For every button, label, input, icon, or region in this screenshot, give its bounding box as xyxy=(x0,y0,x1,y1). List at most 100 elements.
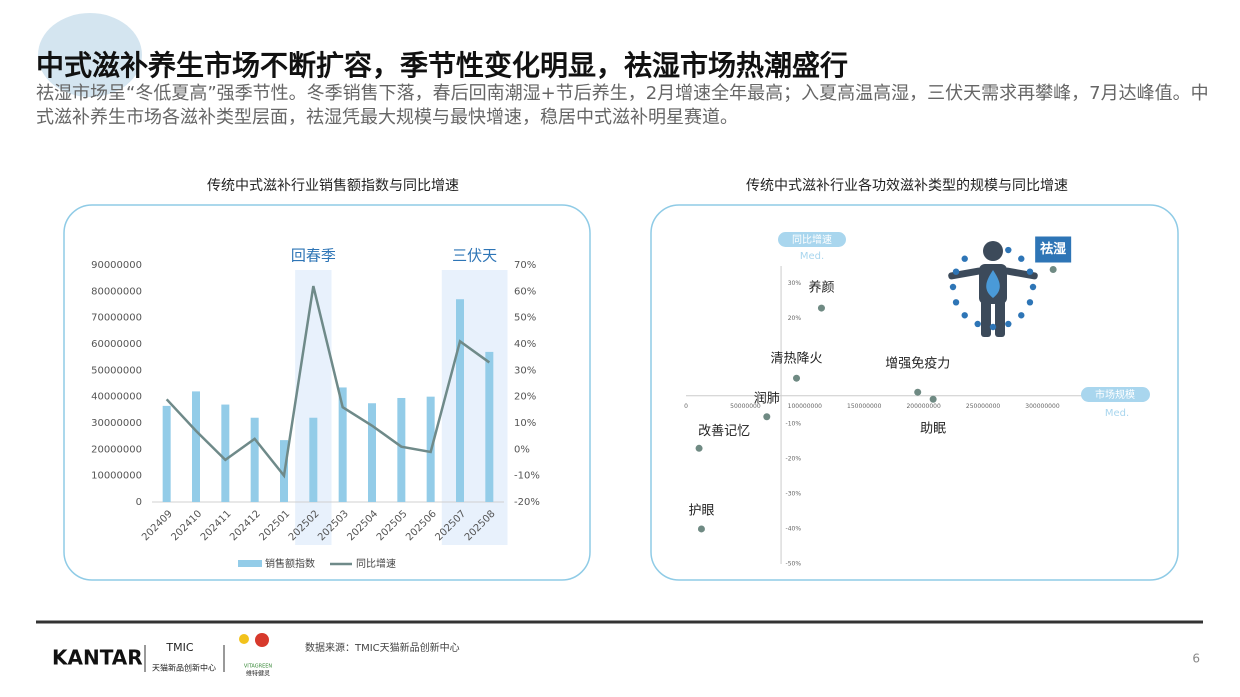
logo-deco xyxy=(255,633,269,647)
point-label: 养颜 xyxy=(808,280,834,296)
y2-tick-label: 0% xyxy=(514,444,530,455)
bar xyxy=(309,417,318,502)
x-tick-label: 202506 xyxy=(404,508,439,543)
logo-deco xyxy=(239,634,249,644)
y-tick-label: 70000000 xyxy=(91,313,142,324)
bar xyxy=(162,405,171,502)
point xyxy=(1049,266,1057,274)
y-tick-label: 10000000 xyxy=(91,471,142,482)
y-tick-label: 30% xyxy=(788,280,802,287)
point xyxy=(695,444,703,452)
y-tick-label: 50000000 xyxy=(91,365,142,376)
y-tick-label: -30% xyxy=(786,490,802,497)
highlight-band xyxy=(441,270,508,545)
median-label: Med. xyxy=(1105,408,1129,419)
y-tick-label: 60000000 xyxy=(91,339,142,350)
highlight-band xyxy=(295,270,332,545)
person-icon xyxy=(948,241,1038,337)
y-tick-label: -20% xyxy=(786,455,802,462)
point-label: 增强免疫力 xyxy=(885,356,950,372)
x-tick-label: 250000000 xyxy=(966,403,1001,410)
chart-title: 传统中式滋补行业各功效滋补类型的规模与同比增速 xyxy=(746,178,1068,194)
legend-label: 销售额指数 xyxy=(265,557,315,570)
y2-tick-label: 20% xyxy=(514,392,536,403)
point xyxy=(914,388,922,396)
chart-1: 回春季 三伏天 0 10000000 20000000 30000000 40000000 5… xyxy=(91,247,540,571)
y2-tick-label: 30% xyxy=(514,365,536,376)
y2-tick-label: -10% xyxy=(514,471,540,482)
dot-ring xyxy=(949,246,1037,331)
point xyxy=(763,413,771,421)
bar xyxy=(397,397,406,502)
source: 数据来源：TMIC天猫新品创新中心 xyxy=(305,641,460,654)
y2-tick-label: -20% xyxy=(514,497,540,508)
y-tick-label: 30000000 xyxy=(91,418,142,429)
x-tick-label: 202410 xyxy=(169,508,204,543)
page-number: 6 xyxy=(1192,652,1200,666)
y-tick-label: -10% xyxy=(786,420,802,427)
panel xyxy=(650,204,1179,581)
y-tick-label: 20000000 xyxy=(91,444,142,455)
vita-name: 维特健灵 xyxy=(246,670,270,678)
x-tick-label: 300000000 xyxy=(1025,403,1060,410)
panel xyxy=(63,204,591,581)
y-axis-label: 同比增速 xyxy=(792,233,832,246)
y2-tick-label: 10% xyxy=(514,418,536,429)
brand: KANTAR xyxy=(52,646,143,670)
vita: VITAGREEN xyxy=(244,664,273,670)
point xyxy=(697,525,705,533)
y2-tick-label: 40% xyxy=(514,339,536,350)
bar xyxy=(338,387,347,502)
point-label: 清热降火 xyxy=(770,352,822,367)
subtitle: 祛湿市场呈“冬低夏高”强季节性。冬季销售下落，春后回南潮湿+节后养生，2月增速全… xyxy=(36,83,1209,128)
x-tick-label: 202505 xyxy=(375,508,410,543)
y-tick-label: 40000000 xyxy=(91,392,142,403)
annotation: 三伏天 xyxy=(452,247,497,265)
x-tick-label: 202412 xyxy=(228,508,263,543)
bar xyxy=(368,403,376,502)
bar xyxy=(485,351,494,502)
point-label: 护眼 xyxy=(688,503,714,518)
y-tick-label: 80000000 xyxy=(91,286,142,297)
bar xyxy=(250,417,259,502)
point xyxy=(929,395,937,403)
legend-label: 同比增速 xyxy=(356,557,396,570)
x-tick-label: 202501 xyxy=(257,508,292,543)
cloud-deco xyxy=(38,13,142,97)
chart-title: 传统中式滋补行业销售额指数与同比增速 xyxy=(207,178,459,194)
y-tick-label: 20% xyxy=(788,315,802,322)
y2-tick-label: 70% xyxy=(514,260,536,271)
chart-2: 0 50000000 100000000 150000000 200000000 2500… xyxy=(684,232,1150,568)
annotation: 回春季 xyxy=(291,247,336,265)
x-tick-label: 0 xyxy=(684,403,688,410)
bar xyxy=(221,404,230,502)
legend-swatch xyxy=(238,560,262,567)
x-tick-label: 150000000 xyxy=(847,403,882,410)
x-axis-label: 市场规模 xyxy=(1095,388,1135,401)
point-label: 助眠 xyxy=(920,422,946,437)
x-tick-label: 200000000 xyxy=(906,403,941,410)
title: 中式滋补养生市场不断扩容，季节性变化明显，祛湿市场热潮盛行 xyxy=(36,49,849,82)
x-tick-label: 202409 xyxy=(140,508,175,543)
x-tick-label: 50000000 xyxy=(730,403,761,410)
label-box xyxy=(1035,236,1072,263)
tmic: TMIC xyxy=(165,641,193,654)
y-tick-label: -40% xyxy=(786,525,802,532)
y2-tick-label: 60% xyxy=(514,286,536,297)
y-tick-label: -50% xyxy=(786,561,802,568)
line xyxy=(165,285,491,479)
point-label: 润肺 xyxy=(754,391,780,406)
bar xyxy=(456,299,464,502)
y-tick-label: 0 xyxy=(136,497,142,508)
point-label: 改善记忆 xyxy=(698,423,750,439)
y-tick-label: 90000000 xyxy=(91,260,142,271)
x-tick-label: 202411 xyxy=(199,508,234,543)
y2-tick-label: 50% xyxy=(514,313,536,324)
point xyxy=(793,374,801,382)
median-label: Med. xyxy=(800,251,824,262)
x-tick-label: 100000000 xyxy=(788,403,823,410)
x-tick-label: 202504 xyxy=(345,508,380,543)
axis-pill xyxy=(1081,387,1150,402)
point xyxy=(817,304,825,312)
